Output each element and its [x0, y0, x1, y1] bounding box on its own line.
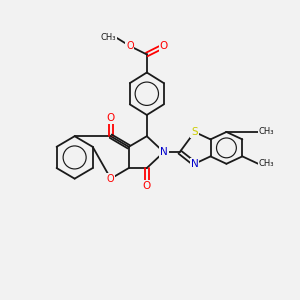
Text: CH₃: CH₃ [258, 159, 274, 168]
Text: O: O [143, 181, 151, 191]
Text: O: O [160, 41, 168, 51]
Text: O: O [126, 41, 134, 51]
Text: N: N [160, 147, 168, 157]
Text: O: O [106, 113, 115, 123]
Text: S: S [191, 127, 198, 137]
Text: CH₃: CH₃ [258, 128, 274, 136]
Text: N: N [191, 159, 199, 169]
Text: O: O [107, 174, 115, 184]
Text: CH₃: CH₃ [100, 33, 116, 42]
